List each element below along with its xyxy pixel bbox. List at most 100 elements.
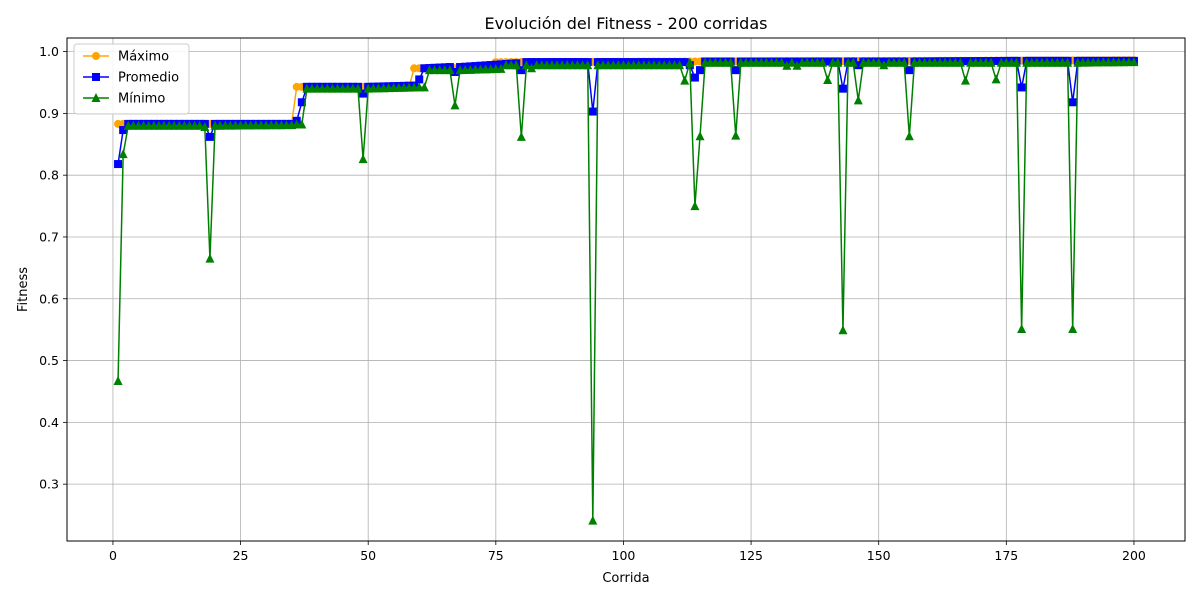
data-point xyxy=(874,57,884,67)
x-tick-label: 200 xyxy=(1122,548,1146,563)
y-tick-label: 0.5 xyxy=(39,353,59,368)
x-tick-label: 100 xyxy=(612,548,636,563)
legend-box xyxy=(73,43,190,115)
plot-frame xyxy=(66,37,1186,542)
data-point xyxy=(905,66,914,75)
data-point xyxy=(1068,324,1078,334)
data-point xyxy=(854,61,863,70)
y-tick-label: 1.0 xyxy=(39,44,59,59)
data-point xyxy=(511,60,521,70)
data-point xyxy=(792,60,802,70)
data-point xyxy=(823,57,832,66)
data-point xyxy=(1129,57,1139,67)
data-point xyxy=(992,56,1001,65)
legend-label: Promedio xyxy=(118,71,179,86)
data-point xyxy=(960,75,970,85)
data-point xyxy=(991,74,1001,84)
data-point xyxy=(853,95,863,105)
data-point xyxy=(782,60,792,70)
data-point xyxy=(205,132,214,141)
data-point xyxy=(195,120,205,130)
data-point xyxy=(680,58,689,67)
data-point xyxy=(986,57,996,67)
data-point xyxy=(588,107,597,116)
data-point xyxy=(445,65,455,75)
data-point xyxy=(297,98,306,107)
data-point xyxy=(955,57,965,67)
x-tick-label: 75 xyxy=(488,548,504,563)
legend-marker xyxy=(91,93,101,102)
data-point xyxy=(583,60,593,70)
x-tick-label: 0 xyxy=(109,548,117,563)
data-point xyxy=(879,60,889,70)
data-point xyxy=(726,57,736,67)
data-point xyxy=(358,154,368,164)
data-point xyxy=(1063,57,1073,67)
y-tick-label: 0.8 xyxy=(39,168,59,183)
x-tick-label: 150 xyxy=(867,548,891,563)
data-point xyxy=(114,160,123,169)
data-point xyxy=(680,75,690,85)
data-point xyxy=(833,57,843,67)
data-point xyxy=(838,325,848,335)
data-point xyxy=(1068,98,1077,107)
data-point xyxy=(527,63,537,73)
legend-entry: Promedio xyxy=(83,71,179,86)
grid-lines xyxy=(67,38,1185,541)
x-tick-label: 25 xyxy=(233,548,249,563)
axis-ticks: 0 25 50 75 100 125 150 175 200 0.3 0.4 0.5 0.6 0.7 0.8… xyxy=(39,44,1146,563)
x-tick-label: 50 xyxy=(360,548,376,563)
data-point xyxy=(420,64,429,73)
data-point xyxy=(517,66,526,75)
legend-label: Máximo xyxy=(118,50,169,65)
data-point xyxy=(731,130,741,140)
data-point xyxy=(690,201,700,211)
data-point xyxy=(695,131,705,141)
data-point xyxy=(205,253,215,263)
legend-entry: Máximo xyxy=(83,50,169,65)
x-tick-label: 175 xyxy=(994,548,1018,563)
data-point xyxy=(899,57,909,67)
data-point xyxy=(838,84,847,93)
data-point xyxy=(118,149,128,159)
series-layer xyxy=(113,56,1139,525)
y-tick-label: 0.7 xyxy=(39,229,59,244)
y-axis-label: Fitness xyxy=(16,267,31,312)
data-point xyxy=(297,119,307,129)
data-point xyxy=(200,121,210,131)
data-point xyxy=(1017,324,1027,334)
data-point xyxy=(521,60,531,70)
data-point xyxy=(450,67,459,76)
y-tick-label: 0.3 xyxy=(39,477,59,492)
data-point xyxy=(415,75,424,84)
data-point xyxy=(419,82,429,92)
data-point xyxy=(527,58,536,67)
data-point xyxy=(696,66,705,75)
data-point xyxy=(777,57,787,67)
data-point xyxy=(359,89,368,98)
data-point xyxy=(787,57,797,67)
data-point xyxy=(848,57,858,67)
x-axis-label: Corrida xyxy=(602,571,649,586)
legend: Máximo Promedio Mínimo xyxy=(73,43,190,115)
data-point xyxy=(818,57,828,67)
data-point xyxy=(690,73,699,82)
data-point xyxy=(823,75,833,85)
data-point xyxy=(961,57,970,66)
data-point xyxy=(353,83,363,93)
y-tick-label: 0.6 xyxy=(39,291,59,306)
data-point xyxy=(675,60,685,70)
data-point xyxy=(685,57,695,67)
data-point xyxy=(588,515,598,525)
data-point xyxy=(450,100,460,110)
legend-marker xyxy=(92,52,100,60)
data-point xyxy=(119,126,128,135)
x-tick-label: 125 xyxy=(739,548,763,563)
data-point xyxy=(904,131,914,141)
data-point xyxy=(1017,83,1026,92)
series-2 xyxy=(113,57,1139,525)
chart-title: Evolución del Fitness - 200 corridas xyxy=(485,14,768,33)
data-point xyxy=(516,131,526,141)
